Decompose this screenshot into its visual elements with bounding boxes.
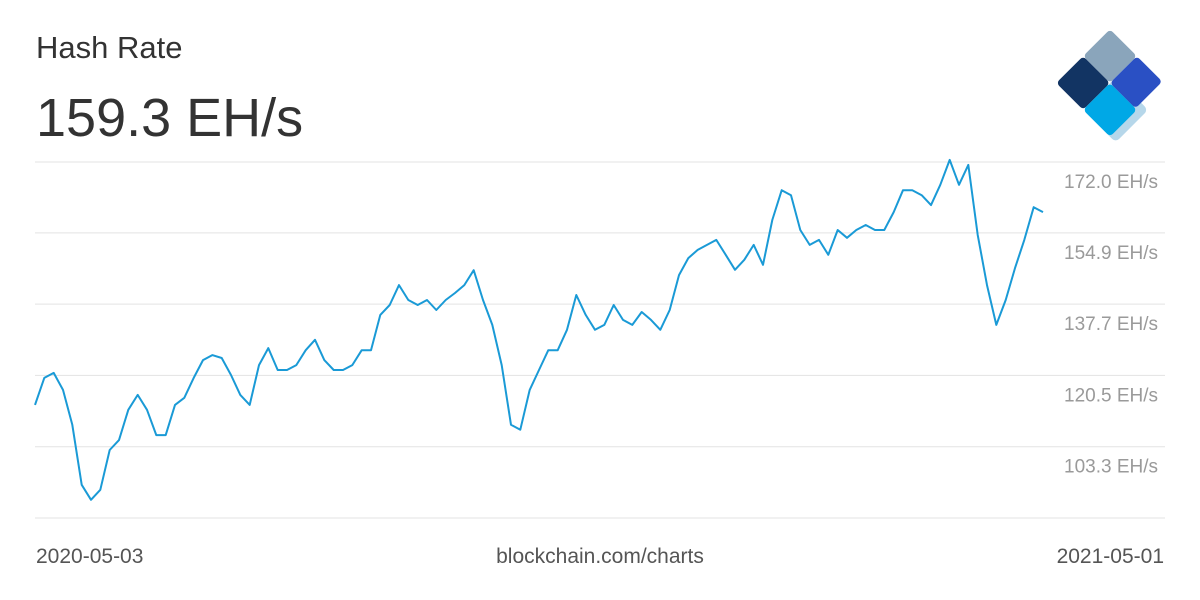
date-start: 2020-05-03 [36,545,143,568]
logo-piece [1084,84,1136,136]
y-tick-label: 103.3 EH/s [1064,457,1158,478]
logo [1057,30,1161,141]
date-end: 2021-05-01 [1057,545,1164,568]
current-value: 159.3 EH/s [36,88,303,148]
y-tick-label: 120.5 EH/s [1064,385,1158,406]
y-tick-label: 137.7 EH/s [1064,314,1158,335]
y-tick-label: 172.0 EH/s [1064,172,1158,193]
logo-piece [1057,57,1109,109]
logo-piece [1084,30,1136,82]
y-tick-label: 154.9 EH/s [1064,243,1158,264]
logo-piece [1111,57,1161,107]
data-line [34,158,1044,501]
source: blockchain.com/charts [496,545,704,568]
chart-title: Hash Rate [36,30,182,65]
